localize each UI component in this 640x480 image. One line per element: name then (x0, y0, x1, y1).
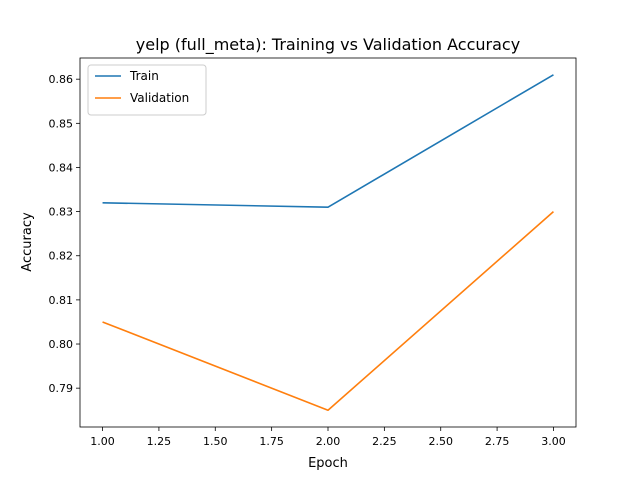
x-tick-label: 1.25 (147, 435, 172, 448)
x-tick-label: 2.50 (428, 435, 453, 448)
y-tick-label: 0.80 (49, 338, 74, 351)
legend-label-train: Train (129, 69, 159, 83)
x-tick-label: 2.75 (485, 435, 510, 448)
y-tick-label: 0.79 (49, 382, 74, 395)
x-tick-label: 2.00 (316, 435, 341, 448)
x-axis-label: Epoch (308, 456, 348, 471)
legend-box (87, 64, 207, 116)
y-tick-label: 0.86 (49, 73, 74, 86)
x-axis: 1.00 1.25 1.50 1.75 2.00 2.25 2.50 2.75 3.00 (90, 427, 566, 448)
series-line-train (102, 74, 554, 208)
series-line-validation (102, 210, 554, 412)
x-tick-label: 2.25 (372, 435, 397, 448)
y-tick-label: 0.84 (49, 161, 74, 174)
y-tick-label: 0.82 (49, 250, 74, 263)
chart-title: yelp (full_meta): Training vs Validation… (136, 35, 520, 55)
x-tick-label: 1.00 (90, 435, 115, 448)
y-tick-label: 0.85 (49, 117, 74, 130)
y-tick-label: 0.83 (49, 206, 74, 219)
x-tick-label: 1.75 (259, 435, 284, 448)
x-tick-label: 3.00 (541, 435, 566, 448)
y-axis-label: Accuracy (20, 212, 35, 272)
y-axis: 0.79 0.80 0.81 0.82 0.83 0.84 0.85 0.86 (49, 73, 80, 395)
series-layer (102, 74, 554, 412)
x-tick-label: 1.50 (203, 435, 228, 448)
axes-frame (79, 57, 577, 428)
legend-label-validation: Validation (130, 91, 189, 105)
y-tick-label: 0.81 (49, 294, 74, 307)
legend: Train Validation (87, 64, 207, 116)
